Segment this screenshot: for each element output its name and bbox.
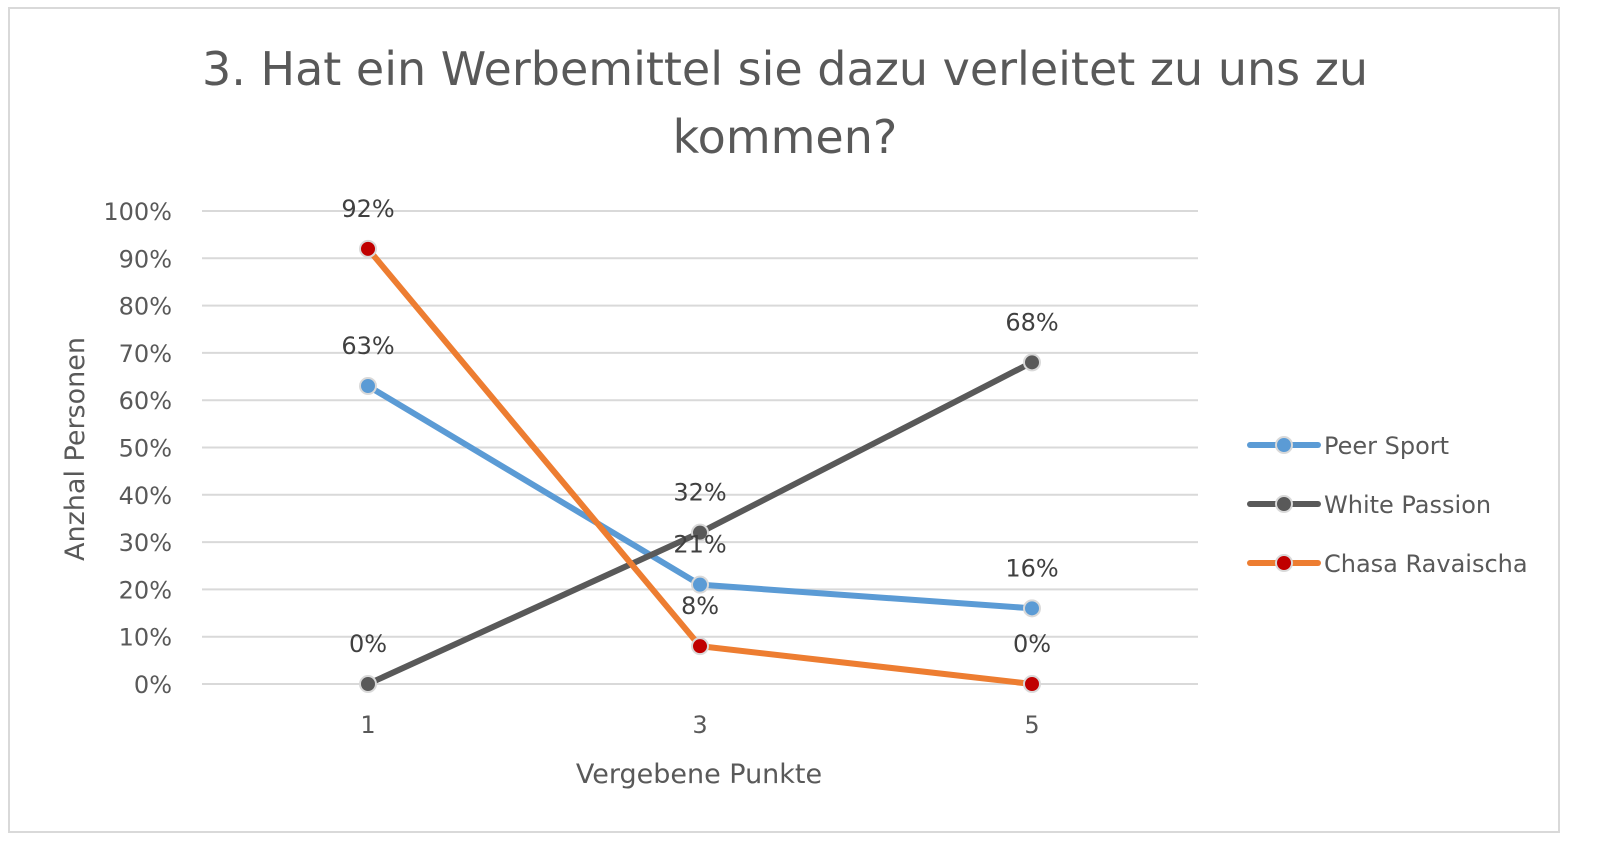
y-axis-title: Anzhal Personen — [60, 337, 91, 561]
y-tick-label: 70% — [119, 340, 172, 368]
legend-label: White Passion — [1324, 491, 1491, 519]
legend-marker — [1275, 436, 1293, 454]
data-point — [691, 575, 709, 594]
data-point — [359, 675, 377, 693]
data-point — [1023, 353, 1041, 372]
data-label: 21% — [673, 531, 726, 559]
line-chart: 3. Hat ein Werbemittel sie dazu verleite… — [60, 42, 1528, 790]
y-tick-label: 100% — [103, 198, 172, 226]
chart-title-line-2: kommen? — [673, 110, 898, 164]
gridlines — [202, 210, 1198, 685]
y-tick-label: 40% — [119, 482, 172, 510]
chart-frame: 3. Hat ein Werbemittel sie dazu verleite… — [8, 7, 1560, 833]
legend-label: Peer Sport — [1324, 432, 1449, 460]
data-point — [1023, 675, 1041, 693]
data-label: 8% — [681, 592, 719, 620]
data-label: 16% — [1005, 554, 1058, 582]
data-point — [359, 377, 377, 396]
y-tick-label: 30% — [119, 529, 172, 557]
x-tick-label: 3 — [692, 711, 707, 739]
x-axis-ticks: 1 3 5 — [360, 711, 1039, 739]
y-axis-ticks: 0% 10% 20% 30% 40% 50% 60% 70% 80% 90% 100% — [103, 198, 172, 699]
x-tick-label: 5 — [1024, 711, 1039, 739]
data-label: 0% — [349, 630, 387, 658]
data-label: 92% — [341, 195, 394, 223]
x-tick-label: 1 — [360, 711, 375, 739]
data-label: 63% — [341, 332, 394, 360]
data-label: 32% — [673, 479, 726, 507]
chart-title: 3. Hat ein Werbemittel sie dazu verleite… — [202, 42, 1368, 164]
legend-marker — [1275, 554, 1293, 572]
data-labels: 63% 21% 16% 0% 32% 68% 92% 8% 0% — [341, 195, 1058, 658]
y-tick-label: 10% — [119, 624, 172, 652]
data-label: 68% — [1005, 308, 1058, 336]
y-tick-label: 0% — [134, 671, 172, 699]
data-point — [359, 239, 377, 258]
data-label: 0% — [1013, 630, 1051, 658]
data-point — [691, 637, 709, 656]
y-tick-label: 80% — [119, 293, 172, 321]
series-lines — [359, 239, 1041, 693]
chart-title-line-1: 3. Hat ein Werbemittel sie dazu verleite… — [202, 42, 1368, 96]
y-tick-label: 60% — [119, 387, 172, 415]
y-tick-label: 20% — [119, 576, 172, 604]
legend-marker — [1275, 495, 1293, 513]
x-axis-title: Vergebene Punkte — [576, 759, 822, 790]
data-point — [691, 523, 709, 542]
legend: Peer Sport White Passion Chasa Ravaischa — [1247, 432, 1528, 578]
data-point — [1023, 599, 1041, 618]
y-tick-label: 50% — [119, 435, 172, 463]
legend-label: Chasa Ravaischa — [1324, 550, 1528, 578]
y-tick-label: 90% — [119, 245, 172, 273]
